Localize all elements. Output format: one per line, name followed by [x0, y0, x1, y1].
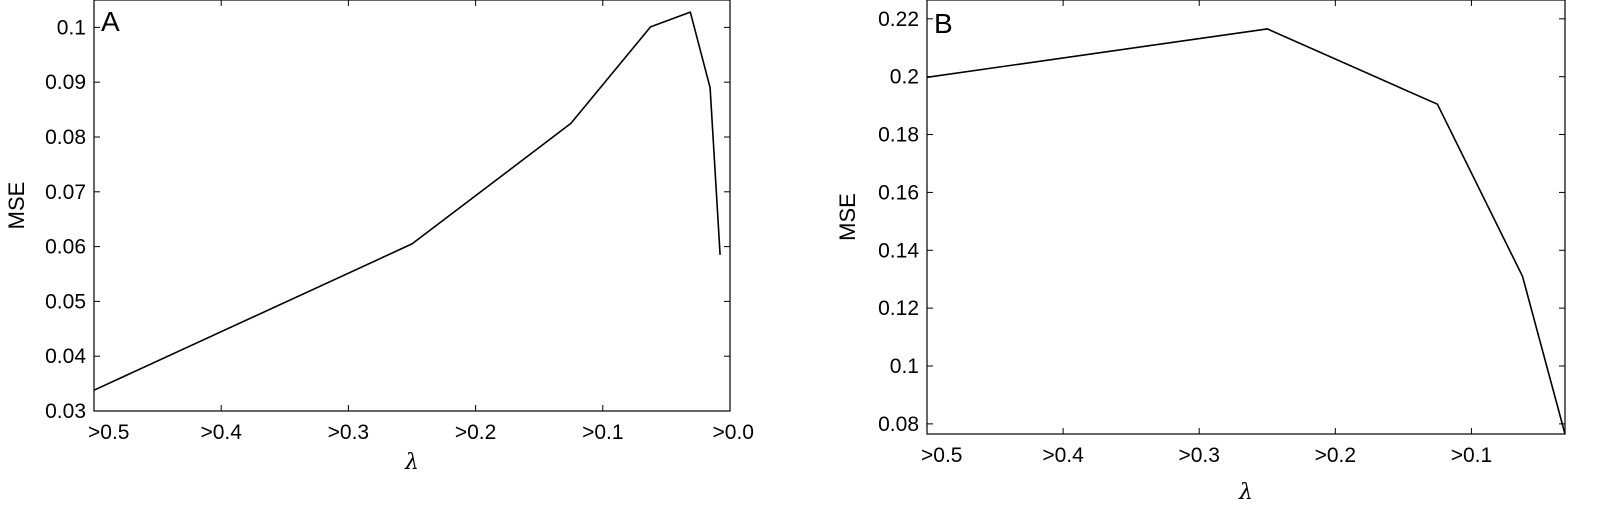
panel-b-y-tick-label: 0.08 [878, 413, 919, 436]
panel-b-x-axis-label: λ [1238, 480, 1253, 505]
panel-b-tick-marks [926, 0, 1565, 434]
panel-b-letter: B [934, 8, 953, 39]
panel-b-x-tick-label: >0.4 [1042, 444, 1084, 467]
panel-a-x-tick-label: >0.5 [88, 421, 129, 444]
panel-a-series-line [93, 11, 721, 391]
panel-b-x-tick-label: >0.2 [1315, 444, 1356, 467]
panel-a-y-tick-label: 0.03 [45, 400, 86, 423]
panel-b-chart: >0.5 >0.4 >0.3 >0.2 >0.1 0.08 0.1 0.12 0.14 0.16… [835, 0, 1566, 505]
panel-a-y-tick-label: 0.05 [45, 290, 86, 313]
panel-a-x-tick-label: >0.3 [328, 421, 369, 444]
panel-a-axes-box [93, 0, 731, 412]
panel-b-y-tick-label: 0.2 [890, 66, 919, 89]
panel-a-y-tick-labels: 0.03 0.04 0.05 0.06 0.07 0.08 0.09 0.1 [45, 16, 86, 423]
panel-a-y-tick-label: 0.07 [45, 181, 86, 204]
panel-b-y-tick-label: 0.12 [878, 297, 919, 320]
panel-b-x-tick-label: >0.3 [1178, 444, 1219, 467]
panel-b-x-tick-label: >0.1 [1451, 444, 1492, 467]
panel-b-y-tick-label: 0.1 [890, 355, 919, 378]
panel-a-x-axis-label: λ [404, 450, 419, 475]
panel-a-y-tick-label: 0.1 [57, 16, 86, 39]
panel-a-x-tick-label: >0.1 [582, 421, 623, 444]
panel-a-y-axis-label: MSE [4, 182, 29, 230]
panel-a-y-tick-label: 0.08 [45, 126, 86, 149]
panel-a-x-tick-labels: >0.5 >0.4 >0.3 >0.2 >0.1 >0.0 [88, 421, 754, 444]
panel-b-y-tick-label: 0.22 [878, 8, 919, 31]
panel-a-letter: A [101, 6, 120, 37]
panel-b-y-axis-label: MSE [835, 193, 860, 241]
panel-b-y-tick-label: 0.18 [878, 124, 919, 147]
panel-b-y-tick-label: 0.14 [878, 239, 919, 262]
panel-b-axes-box [926, 0, 1566, 435]
panel-b-y-tick-labels: 0.08 0.1 0.12 0.14 0.16 0.18 0.2 0.22 [878, 8, 919, 436]
panel-b-x-tick-labels: >0.5 >0.4 >0.3 >0.2 >0.1 [921, 444, 1492, 467]
panel-b-y-tick-label: 0.16 [878, 181, 919, 204]
panel-a-y-tick-label: 0.06 [45, 236, 86, 259]
panel-a-x-tick-label: >0.2 [455, 421, 496, 444]
panel-a-chart: >0.5 >0.4 >0.3 >0.2 >0.1 >0.0 0.030.040.050.0… [4, 0, 754, 475]
panel-b-x-tick-label: >0.5 [921, 444, 962, 467]
panel-b-series-line [926, 28, 1566, 435]
panel-a-x-tick-label: >0.0 [713, 421, 754, 444]
panel-a-y-tick-label: 0.09 [45, 71, 86, 94]
panel-a-x-tick-label: >0.4 [200, 421, 242, 444]
panel-a-y-tick-label: 0.04 [45, 345, 86, 368]
panel-a-tick-marks [93, 0, 731, 412]
